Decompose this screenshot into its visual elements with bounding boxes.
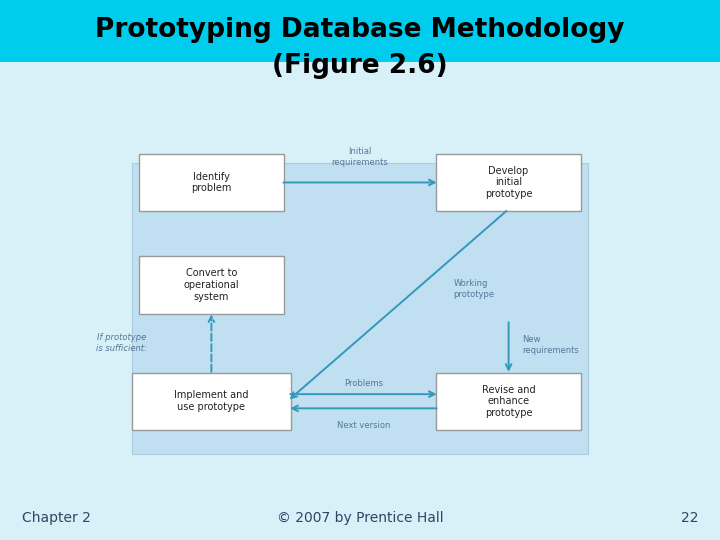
FancyBboxPatch shape	[436, 154, 581, 211]
Text: © 2007 by Prentice Hall: © 2007 by Prentice Hall	[276, 511, 444, 525]
Text: Problems: Problems	[344, 379, 383, 388]
FancyArrowPatch shape	[283, 180, 435, 185]
Text: Prototyping Database Methodology: Prototyping Database Methodology	[95, 17, 625, 43]
FancyArrowPatch shape	[506, 322, 511, 370]
FancyBboxPatch shape	[139, 256, 284, 314]
Text: Identify
problem: Identify problem	[192, 172, 232, 193]
Text: Develop
initial
prototype: Develop initial prototype	[485, 166, 532, 199]
Text: Working
prototype: Working prototype	[454, 279, 495, 299]
Text: Chapter 2: Chapter 2	[22, 511, 91, 525]
Text: 22: 22	[681, 511, 698, 525]
FancyArrowPatch shape	[290, 392, 435, 397]
Text: Convert to
operational
system: Convert to operational system	[184, 268, 239, 301]
Text: (Figure 2.6): (Figure 2.6)	[272, 53, 448, 79]
FancyBboxPatch shape	[132, 373, 291, 430]
FancyArrowPatch shape	[291, 211, 506, 398]
Text: Next version: Next version	[337, 421, 390, 430]
Text: Initial
requirements: Initial requirements	[332, 147, 388, 167]
Bar	[132, 163, 588, 455]
FancyArrowPatch shape	[209, 316, 214, 372]
FancyBboxPatch shape	[139, 154, 284, 211]
FancyBboxPatch shape	[436, 373, 581, 430]
Text: Revise and
enhance
prototype: Revise and enhance prototype	[482, 384, 536, 418]
Text: New
requirements: New requirements	[523, 335, 579, 355]
FancyArrowPatch shape	[292, 406, 437, 411]
Text: Implement and
use prototype: Implement and use prototype	[174, 390, 248, 412]
Text: If prototype
is sufficient:: If prototype is sufficient:	[96, 333, 147, 353]
